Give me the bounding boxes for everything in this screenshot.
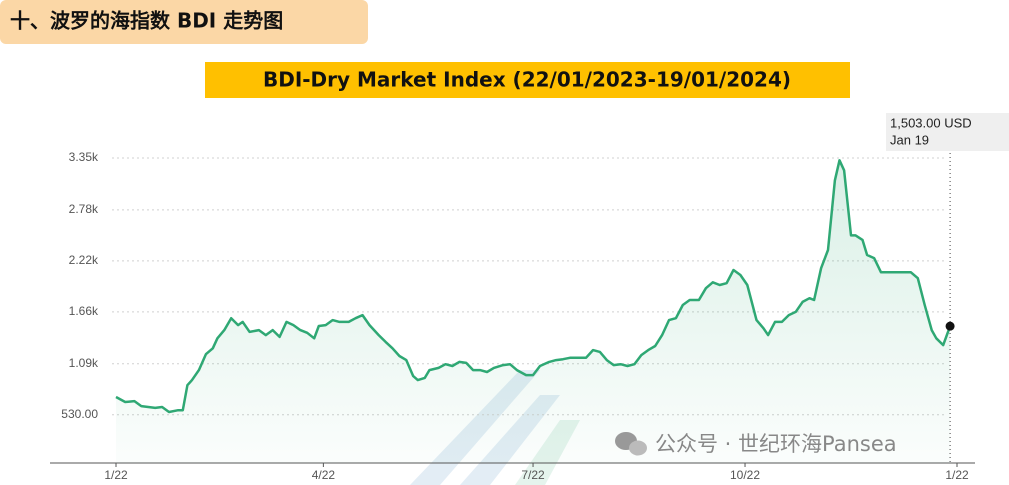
chart: 530.00 1.09k 1.66k 2.22k 2.78k 3.35k 1/22 4/22 7…: [50, 113, 1009, 482]
tooltip-box: [886, 113, 1009, 151]
x-tick-label: 4/22: [312, 468, 336, 482]
tooltip-date: Jan 19: [890, 132, 929, 147]
y-tick-label: 2.22k: [69, 253, 99, 267]
line: [115, 159, 952, 414]
x-tick-label: 1/22: [104, 468, 128, 482]
title-box: [205, 62, 850, 98]
area: [116, 160, 951, 464]
x-tick-label: 7/22: [521, 468, 545, 482]
watermark-icon: [615, 432, 647, 456]
tooltip-value: 1,503.00 USD: [890, 115, 972, 130]
chart-title: BDI-Dry Market Index (22/01/2023-19/01/2…: [263, 68, 791, 92]
header-box: [0, 0, 368, 44]
y-tick-label: 3.35k: [69, 150, 99, 164]
x-tick-label: 1/22: [945, 468, 969, 482]
x-tick-label: 10/22: [730, 468, 760, 482]
y-tick-label: 530.00: [61, 407, 98, 421]
section-title: 十、波罗的海指数 BDI 走势图: [10, 9, 283, 33]
y-tick-label: 1.66k: [69, 304, 99, 318]
y-tick-label: 1.09k: [69, 356, 99, 370]
watermark: 公众号 · 世纪环海Pansea: [655, 432, 897, 456]
hover-point: [945, 321, 955, 331]
y-tick-label: 2.78k: [69, 202, 99, 216]
